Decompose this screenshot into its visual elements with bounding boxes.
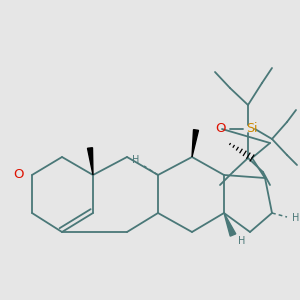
Text: O: O [14,167,24,181]
Text: H: H [292,213,300,223]
Polygon shape [88,148,93,175]
Polygon shape [192,130,199,157]
Text: Si: Si [246,122,258,134]
Text: O: O [216,122,226,134]
Polygon shape [224,213,236,236]
Text: H: H [132,155,140,165]
Text: H: H [238,236,246,246]
